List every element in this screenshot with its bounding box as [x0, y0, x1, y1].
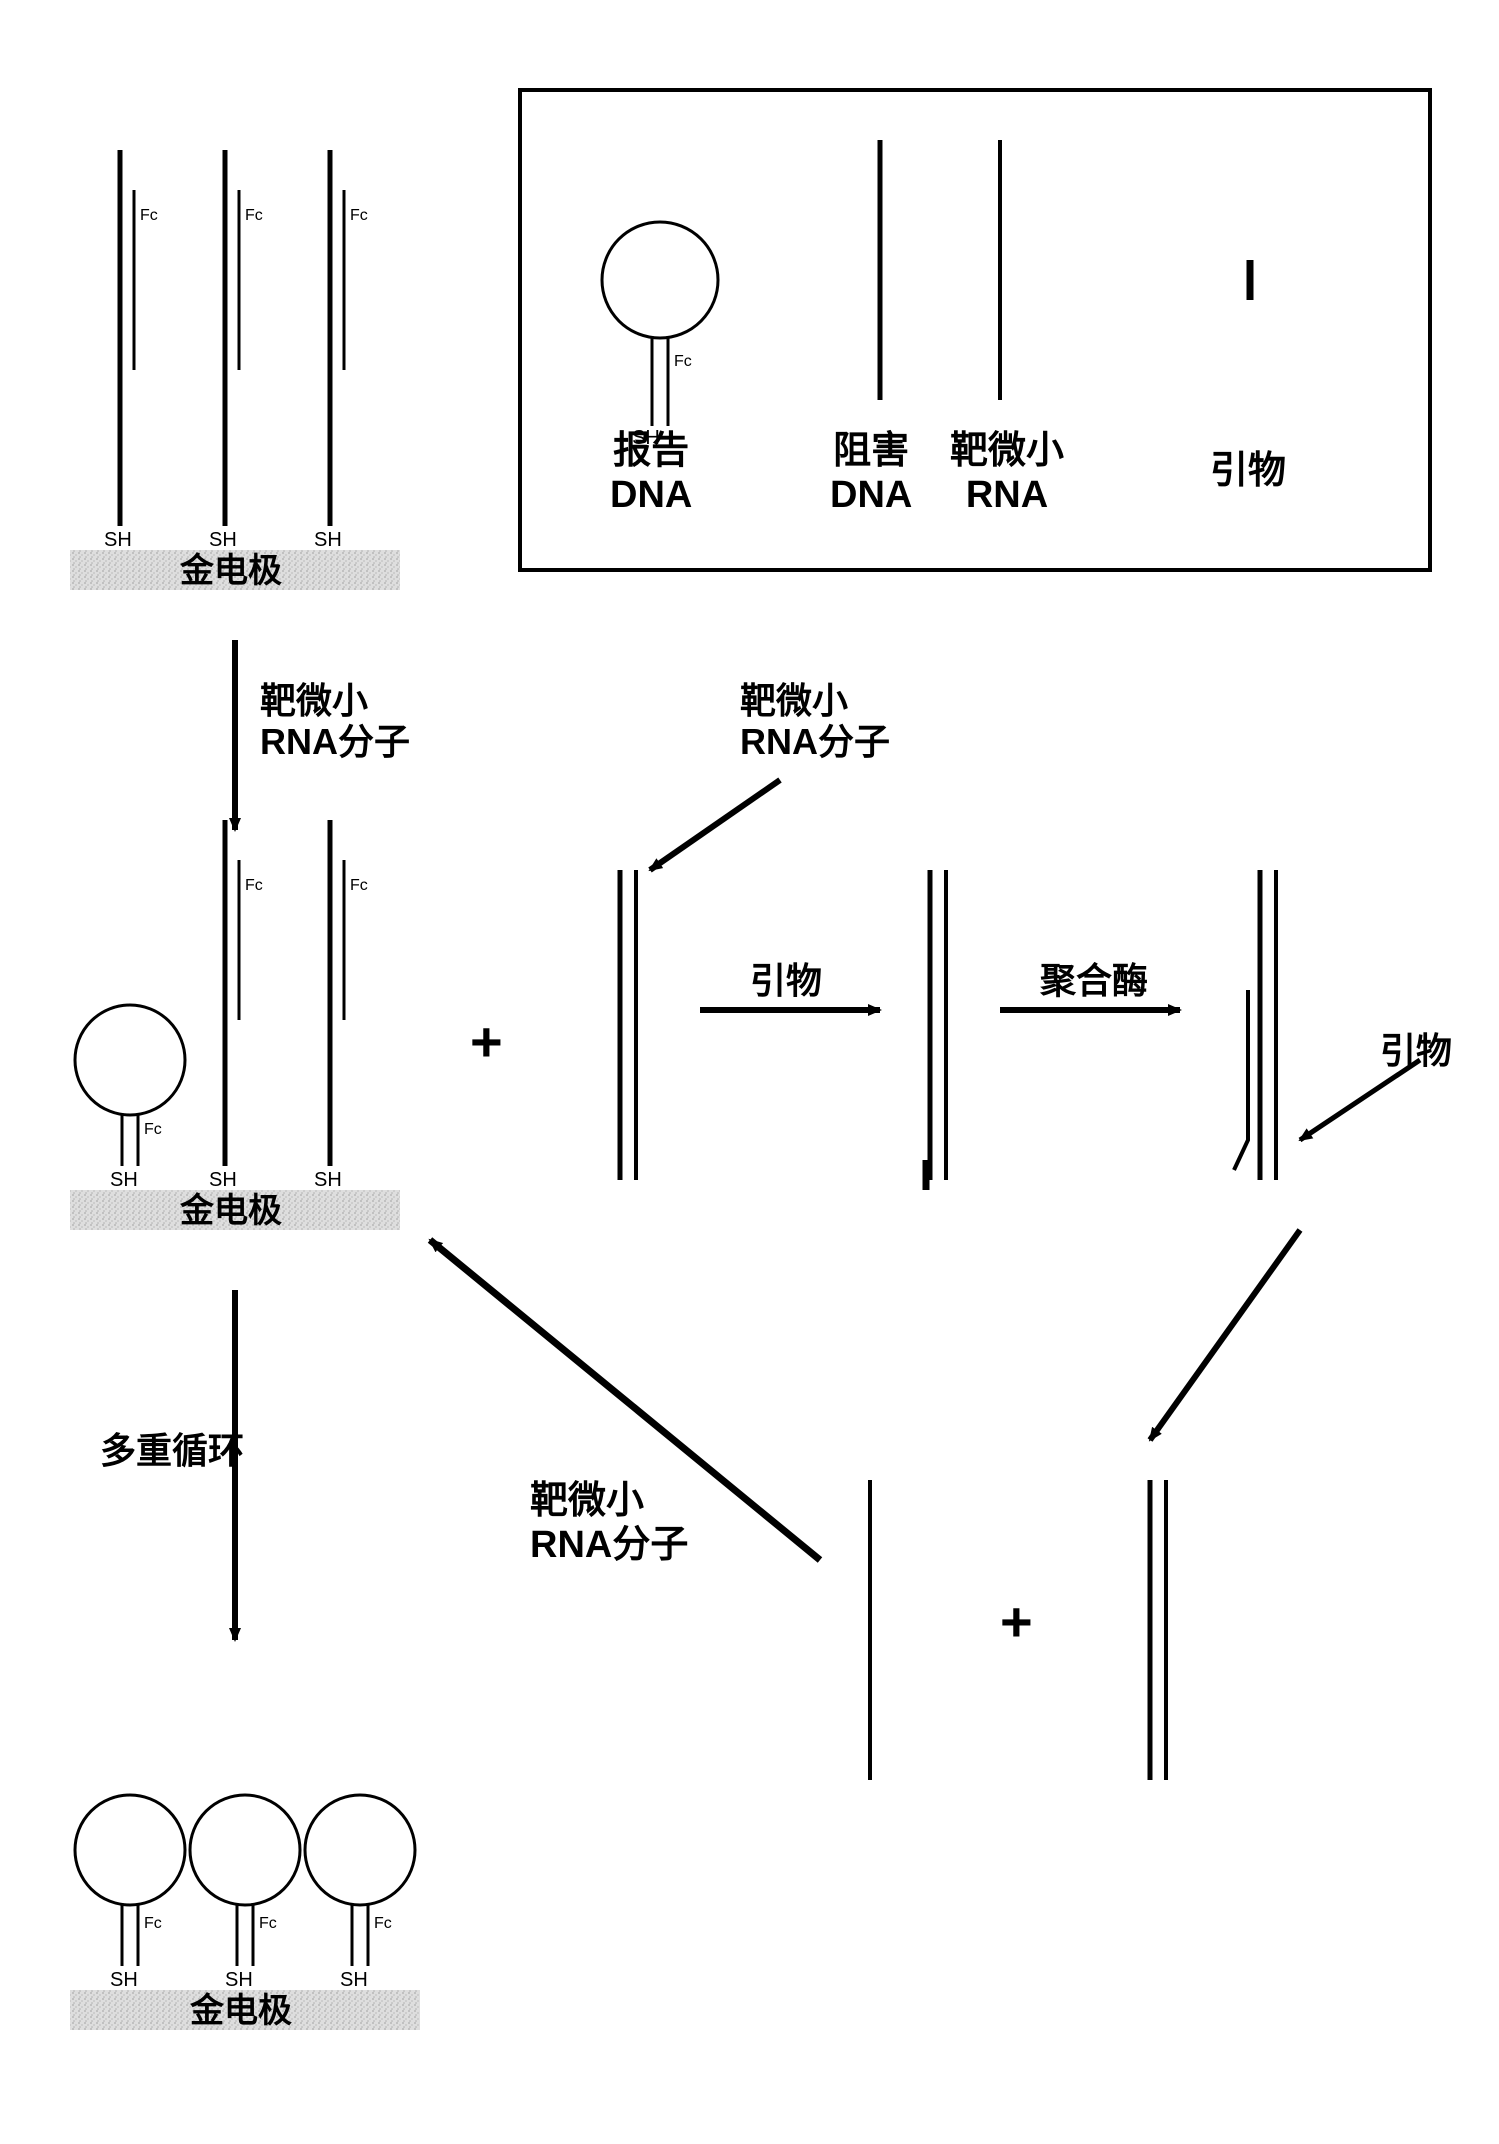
svg-text:Fc: Fc	[144, 1121, 162, 1138]
plus2-label: +	[1000, 1590, 1033, 1654]
svg-text:SH: SH	[209, 1169, 237, 1191]
plus1-label: +	[470, 1010, 503, 1074]
arrow-poly-label: 聚合酶	[1040, 960, 1148, 1001]
arrow-primer-label: 引物	[750, 960, 822, 1001]
diagram-canvas: FcSHFcSHFcSHFcSHFcSHFcSHFcSHFcSHFcSHFcSH	[0, 0, 1499, 2144]
svg-text:SH: SH	[104, 529, 132, 551]
stage2-electrode-label: 金电极	[180, 1192, 282, 1231]
svg-text:SH: SH	[110, 1169, 138, 1191]
svg-text:SH: SH	[340, 1969, 368, 1991]
svg-text:SH: SH	[225, 1969, 253, 1991]
legend-reporter-label: 报告 DNA	[610, 430, 692, 517]
svg-text:Fc: Fc	[259, 1915, 277, 1932]
legend-primer-label: 引物	[1210, 450, 1286, 494]
primer-pointer-label: 引物	[1380, 1030, 1452, 1071]
svg-text:Fc: Fc	[350, 207, 368, 224]
svg-text:Fc: Fc	[245, 877, 263, 894]
arrow2-label: 多重循环	[100, 1430, 244, 1471]
svg-text:SH: SH	[314, 1169, 342, 1191]
stage1-electrode-label: 金电极	[180, 552, 282, 591]
svg-text:Fc: Fc	[140, 207, 158, 224]
target-in-label: 靶微小 RNA分子	[740, 680, 890, 763]
svg-text:SH: SH	[209, 529, 237, 551]
legend-blocker-label: 阻害 DNA	[830, 430, 912, 517]
svg-text:Fc: Fc	[350, 877, 368, 894]
svg-text:Fc: Fc	[374, 1915, 392, 1932]
legend-target-label: 靶微小 RNA	[950, 430, 1064, 517]
arrow-back-label: 靶微小 RNA分子	[530, 1480, 688, 1567]
svg-text:Fc: Fc	[245, 207, 263, 224]
arrow1-label: 靶微小 RNA分子	[260, 680, 410, 763]
svg-text:Fc: Fc	[674, 353, 692, 370]
svg-text:SH: SH	[110, 1969, 138, 1991]
stage3-electrode-label: 金电极	[190, 1992, 292, 2031]
svg-text:Fc: Fc	[144, 1915, 162, 1932]
svg-text:SH: SH	[314, 529, 342, 551]
